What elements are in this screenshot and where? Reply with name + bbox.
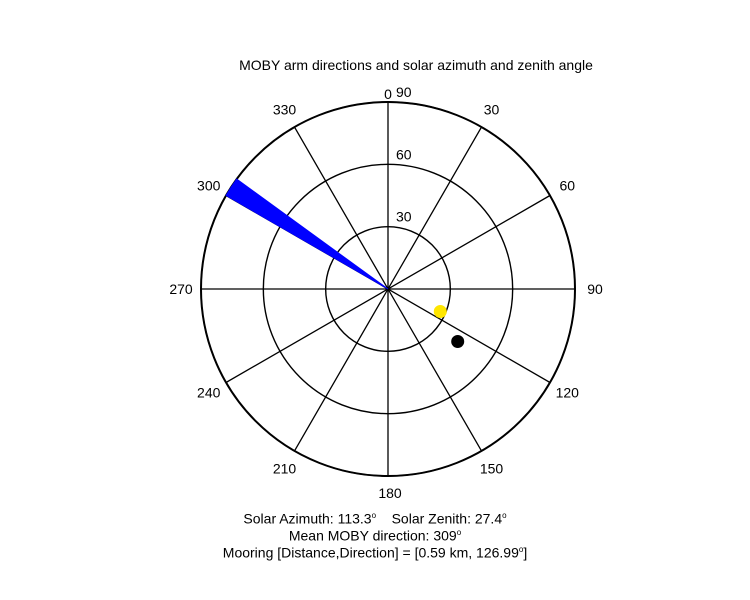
mooring-text: Mooring [Distance,Direction] = [0.59 km,… <box>222 544 519 561</box>
mooring-annotation: Mooring [Distance,Direction] = [0.59 km,… <box>0 541 750 562</box>
moby-direction-annotation: Mean MOBY direction: 309o <box>0 524 750 545</box>
outer-ring <box>200 101 576 477</box>
angular-tick-label: 150 <box>480 460 504 476</box>
moby-direction-text: Mean MOBY direction: 309 <box>288 527 457 544</box>
chart-title: MOBY arm directions and solar azimuth an… <box>239 57 593 73</box>
radial-tick-label: 30 <box>396 209 412 225</box>
degree-mark: o <box>456 528 462 537</box>
angular-tick-label: 90 <box>587 281 603 297</box>
degree-mark: o <box>502 511 507 520</box>
mooring-text-end: ] <box>523 544 528 561</box>
angular-tick-label: 180 <box>378 485 402 501</box>
radial-ring <box>262 163 514 415</box>
angular-tick-label: 300 <box>197 178 221 194</box>
angular-tick-label: 210 <box>273 460 297 476</box>
radial-ring <box>324 225 452 353</box>
angular-tick-label: 30 <box>484 102 500 118</box>
radial-tick-label: 90 <box>396 84 412 100</box>
degree-mark: o <box>371 511 377 520</box>
radial-tick-label: 60 <box>396 146 412 162</box>
angular-tick-label: 120 <box>556 385 580 401</box>
moby-arm-wedge <box>225 178 389 290</box>
solar-zenith-text: Solar Zenith: 27.4 <box>391 510 503 527</box>
angular-tick-label: 270 <box>169 281 193 297</box>
solar-annotation: Solar Azimuth: 113.3o Solar Zenith: 27.4… <box>0 507 750 528</box>
solar-azimuth-text: Solar Azimuth: 113.3 <box>243 510 372 527</box>
angular-tick-label: 0 <box>384 86 392 102</box>
degree-mark: o <box>518 545 524 554</box>
angular-tick-label: 240 <box>197 385 221 401</box>
mooring-marker <box>451 335 465 349</box>
solar-position-marker <box>433 305 447 319</box>
angular-tick-label: 60 <box>559 178 575 194</box>
angular-tick-label: 330 <box>273 102 297 118</box>
